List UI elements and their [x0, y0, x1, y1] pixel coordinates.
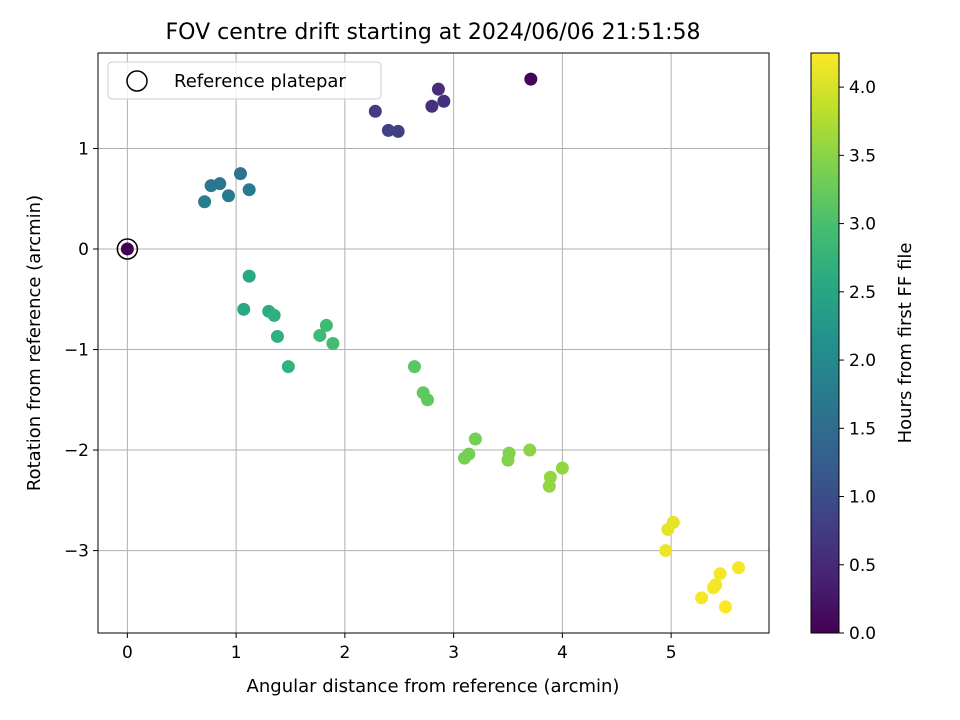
data-point	[707, 581, 721, 595]
data-point	[713, 567, 727, 581]
data-point	[237, 302, 251, 316]
x-tick-label: 0	[122, 643, 133, 663]
data-point	[523, 443, 537, 457]
x-tick-label: 5	[666, 643, 677, 663]
data-point	[718, 600, 732, 614]
y-tick-label: −3	[64, 542, 89, 562]
y-tick-label: 0	[78, 240, 89, 260]
data-point	[555, 461, 569, 475]
y-axis-label: Rotation from reference (arcmin)	[24, 195, 45, 491]
x-axis-label: Angular distance from reference (arcmin)	[247, 676, 620, 697]
data-point	[421, 393, 435, 407]
y-tick-label: −2	[64, 441, 89, 461]
colorbar-tick-label: 4.0	[849, 78, 876, 98]
colorbar-tick-label: 3.5	[849, 146, 876, 166]
data-point	[661, 522, 675, 536]
data-point	[437, 94, 451, 108]
data-point	[326, 337, 340, 351]
y-tick-label: −1	[64, 341, 89, 361]
colorbar-tick-label: 2.5	[849, 283, 876, 303]
colorbar-tick-label: 0.5	[849, 556, 876, 576]
data-point	[381, 123, 395, 137]
data-point	[267, 308, 281, 322]
colorbar-frame	[810, 52, 840, 634]
data-point	[281, 360, 295, 374]
legend-box	[107, 61, 382, 100]
legend-entry-label: Reference platepar	[174, 71, 346, 92]
data-point	[242, 269, 256, 283]
data-point	[457, 451, 471, 465]
data-point	[501, 453, 515, 467]
data-point	[233, 167, 247, 181]
data-point	[313, 328, 327, 342]
plot-frame	[97, 52, 770, 634]
data-point	[120, 242, 134, 256]
x-tick-label: 3	[448, 643, 459, 663]
colorbar-tick-label: 3.0	[849, 215, 876, 235]
x-tick-label: 1	[231, 643, 242, 663]
legend-marker-reference	[126, 70, 148, 92]
data-points	[116, 72, 746, 614]
colorbar-label: Hours from first FF file	[895, 243, 916, 444]
data-point	[425, 99, 439, 113]
data-point	[468, 432, 482, 446]
x-tick-label: 4	[557, 643, 568, 663]
colorbar: 0.0 0.5 1.0 1.5 2.0 2.5 3.0 3.5 4.0 Hours from f…	[810, 52, 916, 644]
data-point	[407, 360, 421, 374]
data-point	[695, 591, 709, 605]
colorbar-ticks: 0.0 0.5 1.0 1.5 2.0 2.5 3.0 3.5 4.0	[839, 78, 876, 644]
data-point	[222, 189, 236, 203]
data-point	[431, 82, 445, 96]
data-point	[659, 544, 673, 558]
colorbar-tick-label: 1.5	[849, 419, 876, 439]
data-point	[368, 104, 382, 118]
data-point	[270, 329, 284, 343]
y-tick-label: 1	[78, 139, 89, 159]
colorbar-tick-label: 1.0	[849, 488, 876, 508]
data-point	[242, 183, 256, 197]
grid-lines	[98, 53, 769, 633]
chart-title: FOV centre drift starting at 2024/06/06 …	[166, 20, 701, 45]
data-point	[198, 195, 212, 209]
colorbar-gradient	[811, 53, 839, 633]
colorbar-tick-label: 0.0	[849, 624, 876, 644]
legend: Reference platepar	[107, 61, 382, 100]
x-tick-label: 2	[339, 643, 350, 663]
reference-marker	[116, 238, 139, 260]
data-point	[542, 479, 556, 493]
data-point	[391, 124, 405, 138]
colorbar-tick-label: 2.0	[849, 351, 876, 371]
axes: 0 1 2 3 4 5 −3 −2 −1 0 1	[64, 52, 770, 663]
data-point	[204, 179, 218, 193]
data-point	[319, 318, 333, 332]
data-point	[524, 72, 538, 86]
data-point	[732, 561, 746, 575]
